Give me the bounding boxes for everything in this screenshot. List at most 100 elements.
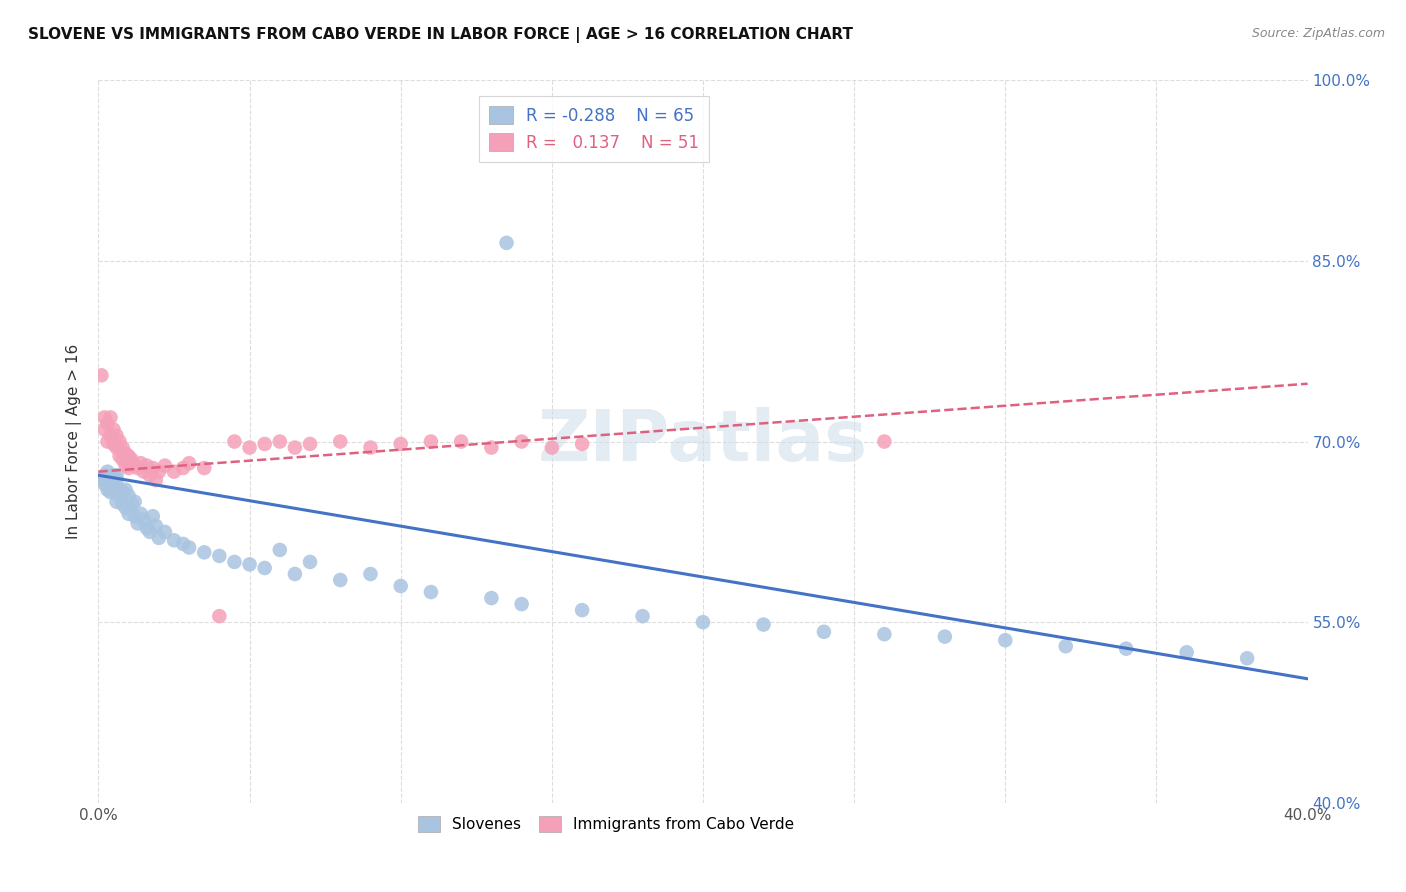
- Point: [96, 417, 118, 431]
- Point: [510, 597, 533, 611]
- Point: [1175, 645, 1198, 659]
- Point: [239, 441, 262, 455]
- Point: [284, 567, 307, 582]
- Point: [114, 458, 136, 473]
- Point: [179, 456, 201, 470]
- Point: [148, 531, 170, 545]
- Point: [1236, 651, 1258, 665]
- Point: [172, 537, 194, 551]
- Point: [96, 470, 118, 484]
- Point: [239, 558, 262, 572]
- Point: [105, 494, 128, 508]
- Point: [873, 434, 896, 449]
- Point: [124, 494, 146, 508]
- Y-axis label: In Labor Force | Age > 16: In Labor Force | Age > 16: [66, 344, 83, 539]
- Point: [481, 441, 503, 455]
- Point: [813, 624, 835, 639]
- Point: [179, 541, 201, 555]
- Text: SLOVENE VS IMMIGRANTS FROM CABO VERDE IN LABOR FORCE | AGE > 16 CORRELATION CHAR: SLOVENE VS IMMIGRANTS FROM CABO VERDE IN…: [28, 27, 853, 43]
- Text: ZIPatlas: ZIPatlas: [538, 407, 868, 476]
- Point: [148, 465, 170, 479]
- Point: [269, 434, 291, 449]
- Point: [132, 513, 155, 527]
- Point: [111, 485, 134, 500]
- Point: [114, 483, 136, 497]
- Point: [111, 452, 134, 467]
- Point: [269, 542, 291, 557]
- Point: [284, 441, 307, 455]
- Point: [481, 591, 503, 606]
- Point: [100, 473, 122, 487]
- Point: [103, 483, 125, 497]
- Point: [360, 567, 382, 582]
- Point: [105, 428, 128, 442]
- Point: [118, 489, 141, 503]
- Point: [224, 434, 246, 449]
- Point: [96, 465, 118, 479]
- Point: [135, 458, 157, 473]
- Point: [118, 461, 141, 475]
- Point: [118, 507, 141, 521]
- Point: [208, 549, 231, 563]
- Point: [389, 579, 412, 593]
- Point: [96, 434, 118, 449]
- Point: [1054, 639, 1077, 653]
- Point: [93, 410, 115, 425]
- Point: [153, 524, 176, 539]
- Point: [139, 524, 162, 539]
- Point: [121, 497, 143, 511]
- Point: [124, 458, 146, 473]
- Point: [129, 507, 152, 521]
- Point: [90, 473, 112, 487]
- Point: [100, 410, 122, 425]
- Point: [103, 422, 125, 436]
- Point: [105, 468, 128, 483]
- Point: [224, 555, 246, 569]
- Point: [108, 449, 131, 463]
- Point: [329, 434, 352, 449]
- Point: [571, 603, 593, 617]
- Point: [420, 585, 443, 599]
- Point: [752, 617, 775, 632]
- Point: [118, 449, 141, 463]
- Point: [142, 509, 165, 524]
- Point: [495, 235, 517, 250]
- Point: [90, 368, 112, 383]
- Point: [208, 609, 231, 624]
- Point: [1115, 641, 1137, 656]
- Point: [145, 518, 167, 533]
- Point: [124, 509, 146, 524]
- Point: [510, 434, 533, 449]
- Point: [114, 500, 136, 515]
- Point: [100, 485, 122, 500]
- Point: [450, 434, 472, 449]
- Point: [108, 434, 131, 449]
- Point: [540, 441, 562, 455]
- Point: [631, 609, 654, 624]
- Point: [96, 483, 118, 497]
- Point: [103, 437, 125, 451]
- Point: [105, 473, 128, 487]
- Point: [103, 476, 125, 491]
- Point: [93, 468, 115, 483]
- Point: [132, 465, 155, 479]
- Point: [389, 437, 412, 451]
- Point: [139, 468, 162, 483]
- Point: [93, 476, 115, 491]
- Point: [299, 437, 322, 451]
- Point: [121, 452, 143, 467]
- Point: [135, 521, 157, 535]
- Point: [108, 489, 131, 503]
- Point: [994, 633, 1017, 648]
- Point: [692, 615, 714, 630]
- Point: [103, 468, 125, 483]
- Point: [129, 456, 152, 470]
- Point: [329, 573, 352, 587]
- Point: [114, 446, 136, 460]
- Point: [172, 461, 194, 475]
- Text: Source: ZipAtlas.com: Source: ZipAtlas.com: [1251, 27, 1385, 40]
- Point: [299, 555, 322, 569]
- Point: [163, 533, 186, 548]
- Point: [253, 561, 276, 575]
- Point: [127, 516, 149, 531]
